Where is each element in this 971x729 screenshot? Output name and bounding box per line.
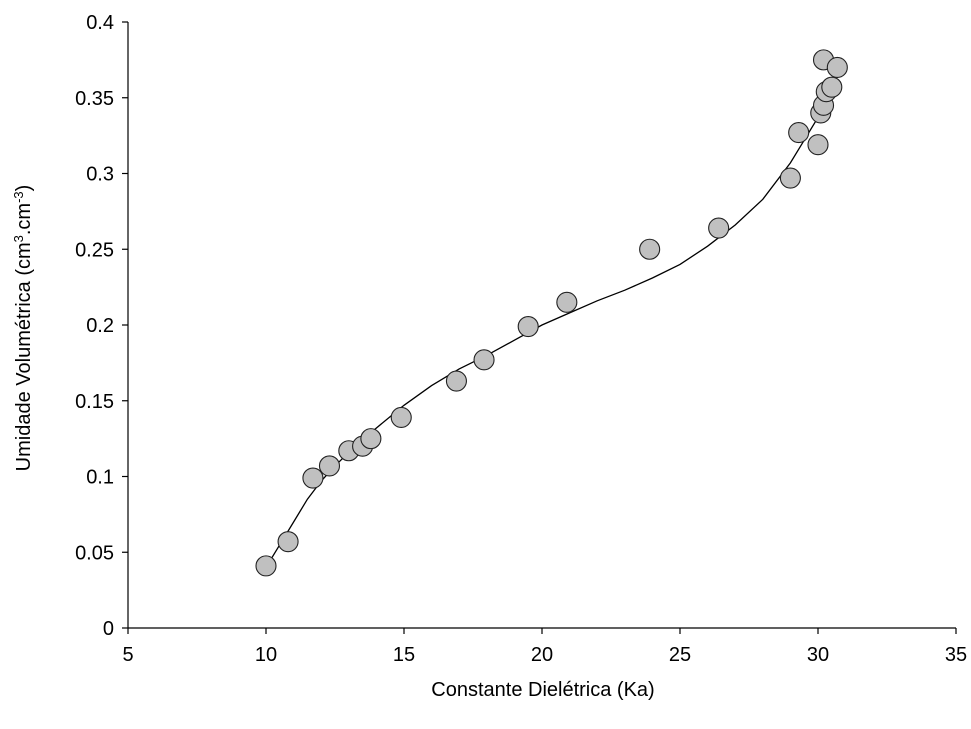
x-tick-label: 20 bbox=[531, 644, 553, 666]
y-tick-label: 0.2 bbox=[86, 315, 114, 337]
data-point bbox=[360, 428, 382, 450]
y-tick-label: 0 bbox=[103, 618, 114, 640]
y-axis-title-part: ) bbox=[13, 185, 35, 192]
data-point bbox=[639, 238, 661, 260]
x-tick-label: 5 bbox=[122, 644, 133, 666]
data-point bbox=[445, 370, 467, 392]
tick-labels: 0 0.05 0.1 0.15 0.2 0.25 0.3 0.35 0.4 5 10 15 20 25 30… bbox=[75, 12, 967, 666]
data-point bbox=[708, 217, 730, 239]
y-tick-label: 0.4 bbox=[86, 12, 114, 34]
axes bbox=[122, 21, 957, 634]
data-point bbox=[826, 56, 848, 78]
data-point bbox=[821, 76, 843, 98]
y-axis-title-sup: -3 bbox=[11, 191, 26, 203]
x-tick-label: 15 bbox=[393, 644, 415, 666]
x-axis-title: Constante Dielétrica (Ka) bbox=[431, 679, 654, 701]
x-tick-label: 25 bbox=[669, 644, 691, 666]
y-axis-title-part: Umidade Volumétrica (cm bbox=[13, 242, 35, 471]
data-point bbox=[473, 349, 495, 371]
y-tick-label: 0.1 bbox=[86, 467, 114, 489]
data-point bbox=[255, 555, 277, 577]
data-point bbox=[556, 291, 578, 313]
data-points-layer bbox=[255, 49, 848, 577]
y-axis-title-part: .cm bbox=[13, 203, 35, 235]
y-axis-title: Umidade Volumétrica (cm3.cm-3) bbox=[11, 185, 36, 472]
y-tick-label: 0.15 bbox=[75, 391, 114, 413]
data-point bbox=[788, 122, 810, 144]
x-tick-label: 35 bbox=[945, 644, 967, 666]
data-point bbox=[302, 467, 324, 489]
y-tick-label: 0.05 bbox=[75, 542, 114, 564]
y-tick-label: 0.35 bbox=[75, 88, 114, 110]
x-tick-label: 10 bbox=[255, 644, 277, 666]
y-tick-label: 0.3 bbox=[86, 164, 114, 186]
trend-line bbox=[265, 82, 838, 568]
data-point bbox=[807, 134, 829, 156]
data-point bbox=[390, 406, 412, 428]
data-point bbox=[517, 315, 539, 338]
y-tick-label: 0.25 bbox=[75, 239, 114, 261]
trend-line-layer bbox=[265, 82, 838, 568]
y-axis-title-sup: 3 bbox=[11, 235, 26, 242]
data-point bbox=[779, 167, 801, 189]
x-tick-label: 30 bbox=[807, 644, 829, 666]
data-point bbox=[277, 531, 299, 553]
data-point bbox=[318, 455, 341, 477]
